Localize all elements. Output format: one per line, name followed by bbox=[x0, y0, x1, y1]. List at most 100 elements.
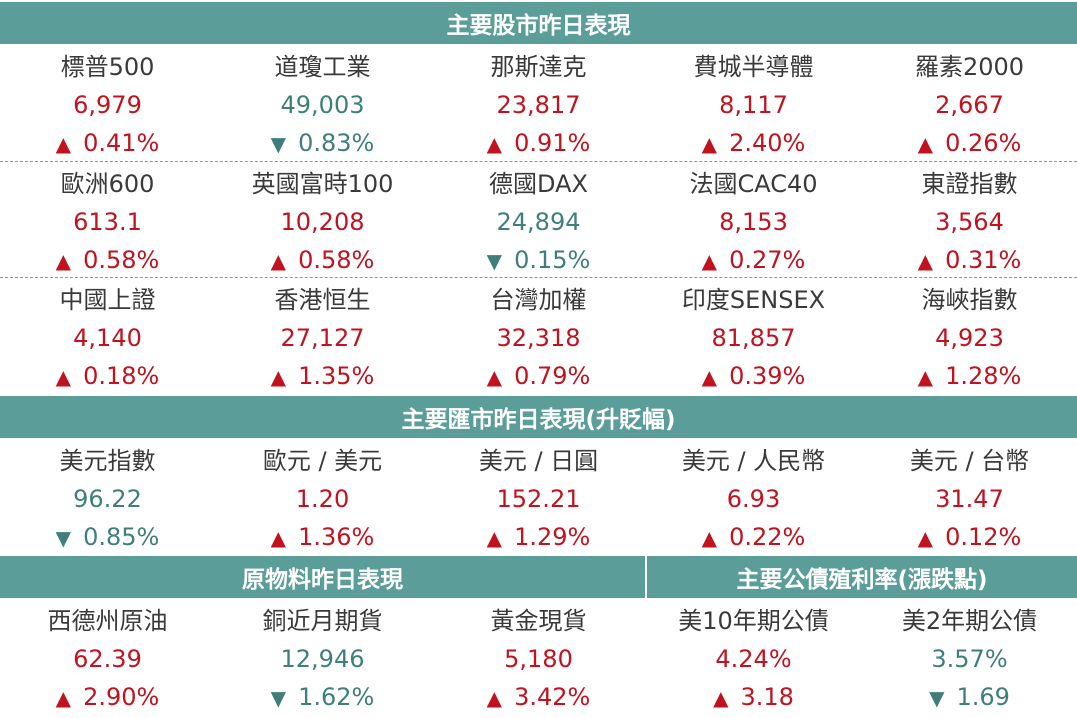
bonds-section-title: 主要公債殖利率(漲跌點) bbox=[736, 567, 988, 593]
instrument-change: ▲ 0.27% bbox=[646, 245, 861, 276]
instrument-name: 台灣加權 bbox=[490, 286, 587, 314]
stocks-section-header: 主要股市昨日表現 bbox=[0, 2, 1077, 44]
stocks-item-11: 香港恒生 27,127 ▲ 1.35% bbox=[215, 277, 430, 395]
fx-item-3: 美元 / 人民幣 6.93 ▲ 0.22% bbox=[646, 438, 861, 556]
instrument-change: ▲ 0.31% bbox=[862, 245, 1077, 276]
stocks-item-4: 羅素2000 2,667 ▲ 0.26% bbox=[862, 44, 1077, 162]
instrument-change: ▼ 0.85% bbox=[0, 522, 215, 553]
stocks-item-8: 法國CAC40 8,153 ▲ 0.27% bbox=[646, 161, 861, 279]
stocks-item-12: 台灣加權 32,318 ▲ 0.79% bbox=[431, 277, 646, 395]
instrument-change: ▲ 1.29% bbox=[431, 522, 646, 553]
stocks-item-14: 海峽指數 4,923 ▲ 1.28% bbox=[862, 277, 1077, 395]
instrument-value: 23,817 bbox=[496, 91, 581, 119]
row-divider bbox=[0, 277, 1077, 278]
instrument-value: 8,153 bbox=[719, 208, 788, 236]
stocks-item-10: 中國上證 4,140 ▲ 0.18% bbox=[0, 277, 215, 395]
fx-item-0: 美元指數 96.22 ▼ 0.85% bbox=[0, 438, 215, 556]
stocks-row: 歐洲600 613.1 ▲ 0.58% 英國富時100 10,208 ▲ 0.58% 德國DAX… bbox=[0, 161, 1077, 279]
instrument-name: 銅近月期貨 bbox=[262, 607, 383, 635]
direction-arrow-icon: ▲ bbox=[917, 526, 934, 550]
instrument-change: ▲ 0.22% bbox=[646, 522, 861, 553]
commodities-bonds-row: 西德州原油 62.39 ▲ 2.90% 銅近月期貨 12,946 ▼ 1.62% 黃金現貨 5,1… bbox=[0, 598, 1077, 716]
stocks-grid: 標普500 6,979 ▲ 0.41% 道瓊工業 49,003 ▼ 0.83% 那斯達克 23,8… bbox=[0, 44, 1077, 396]
change-amount: 0.58% bbox=[298, 246, 375, 274]
direction-arrow-icon: ▲ bbox=[270, 365, 287, 389]
stocks-row: 標普500 6,979 ▲ 0.41% 道瓊工業 49,003 ▼ 0.83% 那斯達克 23,8… bbox=[0, 44, 1077, 162]
direction-arrow-icon: ▲ bbox=[486, 526, 503, 550]
direction-arrow-icon: ▲ bbox=[270, 249, 287, 273]
instrument-name: 歐元 / 美元 bbox=[262, 447, 383, 475]
change-amount: 1.35% bbox=[298, 362, 375, 390]
change-amount: 0.18% bbox=[83, 362, 160, 390]
change-amount: 1.29% bbox=[514, 523, 591, 551]
direction-arrow-icon: ▲ bbox=[917, 249, 934, 273]
instrument-name: 歐洲600 bbox=[60, 170, 155, 198]
change-amount: 3.42% bbox=[514, 683, 591, 711]
instrument-name: 海峽指數 bbox=[921, 286, 1018, 314]
instrument-value: 152.21 bbox=[496, 485, 581, 513]
instrument-name: 美10年期公債 bbox=[678, 607, 829, 635]
commodities-section-header: 原物料昨日表現 bbox=[0, 556, 645, 598]
direction-arrow-icon: ▲ bbox=[486, 132, 503, 156]
bonds-item-1: 美2年期公債 3.57% ▼ 1.69 bbox=[862, 598, 1077, 716]
instrument-name: 道瓊工業 bbox=[274, 53, 371, 81]
bonds-item-0: 美10年期公債 4.24% ▲ 3.18 bbox=[646, 598, 861, 716]
instrument-name: 英國富時100 bbox=[251, 170, 394, 198]
stocks-item-2: 那斯達克 23,817 ▲ 0.91% bbox=[431, 44, 646, 162]
instrument-value: 32,318 bbox=[496, 324, 581, 352]
direction-arrow-icon: ▼ bbox=[270, 686, 287, 710]
instrument-change: ▲ 2.90% bbox=[0, 682, 215, 713]
instrument-change: ▲ 0.58% bbox=[215, 245, 430, 276]
commodities-item-1: 銅近月期貨 12,946 ▼ 1.62% bbox=[215, 598, 430, 716]
direction-arrow-icon: ▲ bbox=[486, 686, 503, 710]
change-amount: 0.91% bbox=[514, 129, 591, 157]
instrument-change: ▲ 2.40% bbox=[646, 128, 861, 159]
instrument-change: ▲ 0.58% bbox=[0, 245, 215, 276]
fx-item-1: 歐元 / 美元 1.20 ▲ 1.36% bbox=[215, 438, 430, 556]
change-amount: 3.18 bbox=[740, 683, 794, 711]
instrument-value: 81,857 bbox=[711, 324, 796, 352]
instrument-name: 美元 / 人民幣 bbox=[681, 447, 826, 475]
instrument-value: 31.47 bbox=[935, 485, 1004, 513]
commodities-bonds-grid: 西德州原油 62.39 ▲ 2.90% 銅近月期貨 12,946 ▼ 1.62% 黃金現貨 5,1… bbox=[0, 598, 1077, 718]
instrument-value: 96.22 bbox=[73, 485, 142, 513]
instrument-value: 5,180 bbox=[504, 645, 573, 673]
instrument-change: ▲ 0.12% bbox=[862, 522, 1077, 553]
stocks-item-5: 歐洲600 613.1 ▲ 0.58% bbox=[0, 161, 215, 279]
instrument-change: ▲ 0.79% bbox=[431, 361, 646, 392]
change-amount: 0.85% bbox=[83, 523, 160, 551]
instrument-change: ▼ 1.62% bbox=[215, 682, 430, 713]
direction-arrow-icon: ▼ bbox=[270, 132, 287, 156]
instrument-name: 美元指數 bbox=[59, 447, 156, 475]
direction-arrow-icon: ▼ bbox=[929, 686, 945, 710]
bonds-section-header: 主要公債殖利率(漲跌點) bbox=[647, 556, 1077, 598]
instrument-value: 3,564 bbox=[935, 208, 1004, 236]
instrument-name: 東證指數 bbox=[921, 170, 1018, 198]
change-amount: 0.83% bbox=[298, 129, 375, 157]
instrument-name: 美元 / 台幣 bbox=[909, 447, 1030, 475]
direction-arrow-icon: ▲ bbox=[917, 132, 934, 156]
instrument-value: 6.93 bbox=[726, 485, 781, 513]
stocks-item-1: 道瓊工業 49,003 ▼ 0.83% bbox=[215, 44, 430, 162]
direction-arrow-icon: ▲ bbox=[55, 132, 72, 156]
fx-row: 美元指數 96.22 ▼ 0.85% 歐元 / 美元 1.20 ▲ 1.36% 美元 / 日圓 1… bbox=[0, 438, 1077, 556]
change-amount: 0.27% bbox=[729, 246, 806, 274]
instrument-change: ▼ 0.83% bbox=[215, 128, 430, 159]
instrument-name: 西德州原油 bbox=[47, 607, 168, 635]
change-amount: 0.26% bbox=[945, 129, 1022, 157]
instrument-name: 費城半導體 bbox=[693, 53, 814, 81]
direction-arrow-icon: ▲ bbox=[486, 365, 503, 389]
direction-arrow-icon: ▲ bbox=[701, 365, 718, 389]
fx-item-2: 美元 / 日圓 152.21 ▲ 1.29% bbox=[431, 438, 646, 556]
instrument-value: 10,208 bbox=[280, 208, 365, 236]
instrument-change: ▲ 3.42% bbox=[431, 682, 646, 713]
instrument-name: 那斯達克 bbox=[490, 53, 587, 81]
fx-section-header: 主要匯市昨日表現(升貶幅) bbox=[0, 396, 1077, 438]
instrument-value: 8,117 bbox=[719, 91, 788, 119]
instrument-value: 3.57% bbox=[931, 645, 1008, 673]
instrument-change: ▼ 0.15% bbox=[431, 245, 646, 276]
direction-arrow-icon: ▼ bbox=[55, 526, 72, 550]
instrument-change: ▲ 1.35% bbox=[215, 361, 430, 392]
instrument-name: 美2年期公債 bbox=[901, 607, 1038, 635]
